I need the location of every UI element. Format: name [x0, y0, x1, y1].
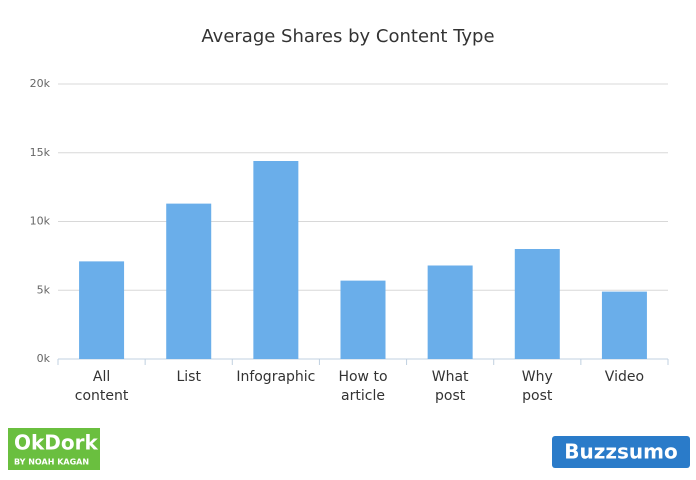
bar	[253, 161, 299, 359]
x-tick-label: How to	[338, 369, 387, 385]
y-tick-label: 10k	[30, 215, 51, 228]
x-tick-label: content	[75, 388, 129, 404]
x-tick-label: Infographic	[236, 369, 315, 385]
bar	[166, 203, 212, 359]
x-tick-label: article	[341, 388, 385, 404]
y-tick-label: 15k	[30, 146, 51, 159]
buzzsumo-logo: Buzzsumo	[552, 436, 690, 468]
bar	[601, 291, 647, 359]
bar	[340, 280, 386, 359]
bar	[79, 261, 125, 359]
x-tick-label: post	[435, 388, 466, 404]
x-tick-label: post	[522, 388, 553, 404]
bar	[514, 249, 560, 359]
x-tick-label: List	[176, 369, 201, 385]
logo-bg	[552, 436, 690, 468]
logo-tagline: BY NOAH KAGAN	[14, 458, 89, 467]
y-tick-label: 5k	[37, 283, 51, 296]
logo-text: OkDork	[14, 431, 99, 455]
logo-bg	[8, 428, 100, 470]
y-tick-label: 20k	[30, 77, 51, 90]
bar	[427, 265, 473, 359]
chart-title: Average Shares by Content Type	[201, 26, 494, 47]
x-tick-label: All	[93, 369, 110, 385]
okdork-logo: OkDork BY NOAH KAGAN	[8, 428, 100, 470]
y-tick-label: 0k	[37, 352, 51, 365]
x-tick-label: What	[432, 369, 469, 385]
logo-text: Buzzsumo	[564, 440, 678, 464]
x-tick-label: Video	[605, 369, 644, 385]
x-tick-label: Why	[522, 369, 553, 385]
